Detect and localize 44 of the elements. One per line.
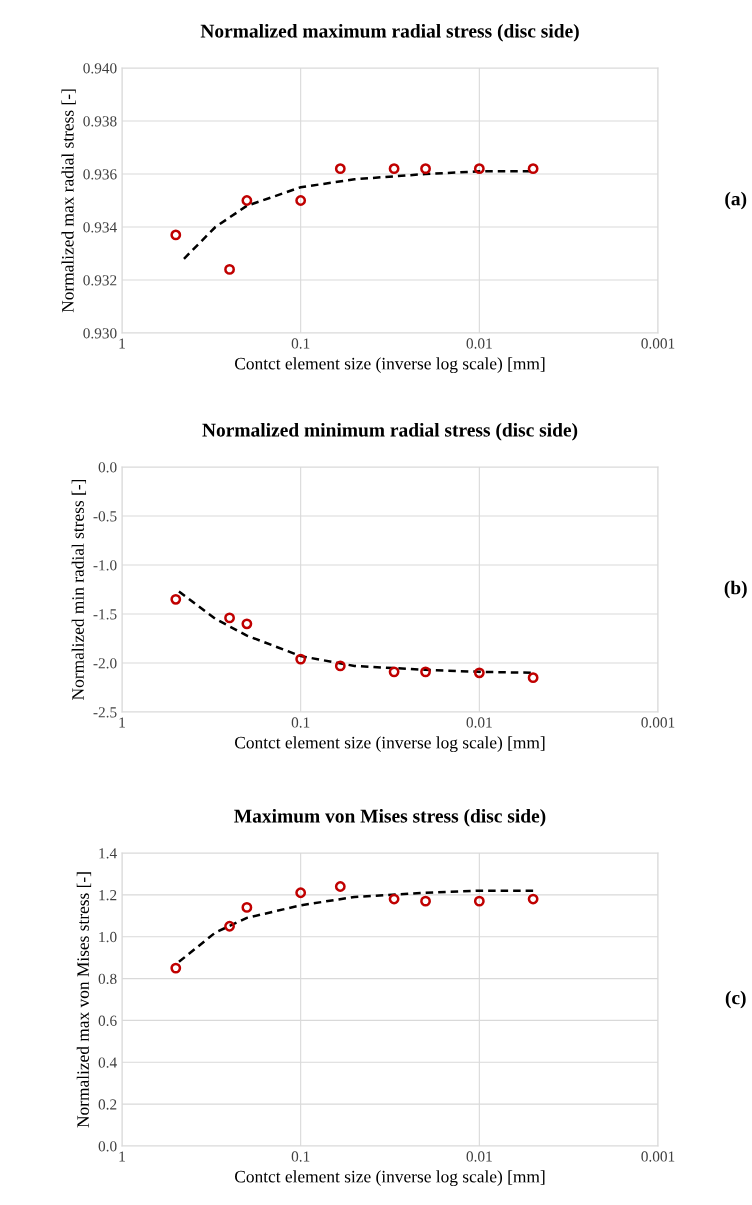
y-tick-label: -0.5 [93, 511, 117, 522]
x-axis-title: Contct element size (inverse log scale) [mm] [235, 357, 545, 374]
y-tick-label: 1.4 [99, 848, 117, 859]
y-axis-title: Normalized max radial stress [-] [61, 89, 76, 313]
y-tick-label: 0.934 [83, 222, 117, 233]
y-tick-label: 0.936 [83, 169, 117, 180]
x-tick-label: 0.1 [291, 1151, 310, 1162]
y-tick-label: -1.5 [93, 609, 117, 620]
x-axis-title: Contct element size (inverse log scale) [mm] [235, 736, 545, 753]
x-tick-label: 0.01 [466, 338, 492, 349]
x-tick-label: 0.01 [466, 717, 492, 728]
x-tick-label: 1 [119, 1151, 125, 1162]
y-tick-label: 1.2 [99, 890, 117, 901]
x-tick-label: 1 [119, 717, 125, 728]
text: (b) [724, 580, 747, 599]
x-tick-label: 0.1 [291, 338, 310, 349]
x-tick-label: 0.1 [291, 717, 310, 728]
y-tick-label: 0.930 [83, 328, 117, 339]
x-tick-label: 0.001 [641, 338, 675, 349]
y-tick-label: 0.940 [83, 63, 117, 74]
y-tick-label: 0.932 [83, 275, 117, 286]
y-tick-label: 0.0 [98, 1141, 117, 1152]
chart-title: Normalized maximum radial stress (disc side) [200, 23, 579, 42]
x-tick-label: 1 [119, 338, 125, 349]
y-tick-label: 0.4 [98, 1057, 117, 1068]
y-tick-label: 0.0 [98, 462, 117, 473]
y-tick-label: 0.6 [98, 1015, 117, 1026]
y-axis-title: Normalized max von Mises stress [-] [76, 872, 92, 1128]
y-tick-label: 1.0 [99, 931, 117, 943]
y-tick-label: -2.5 [93, 707, 117, 718]
text: (a) [725, 191, 747, 210]
chart-title: Maximum von Mises stress (disc side) [234, 808, 546, 827]
y-tick-label: -2.0 [93, 658, 117, 669]
y-tick-label: 0.2 [98, 1099, 117, 1110]
x-tick-label: 0.001 [641, 717, 675, 728]
x-tick-label: 0.01 [466, 1151, 492, 1162]
x-tick-label: 0.001 [641, 1151, 675, 1162]
y-tick-label: 0.8 [98, 973, 117, 985]
y-tick-label: -1.0 [93, 560, 117, 571]
chart-title: Normalized minimum radial stress (disc side) [202, 422, 578, 441]
text: (c) [725, 990, 746, 1009]
y-tick-label: 0.938 [83, 116, 117, 127]
y-axis-title: Normalized min radial stress [-] [71, 479, 87, 700]
x-axis-title: Contct element size (inverse log scale) [mm] [235, 1170, 545, 1187]
